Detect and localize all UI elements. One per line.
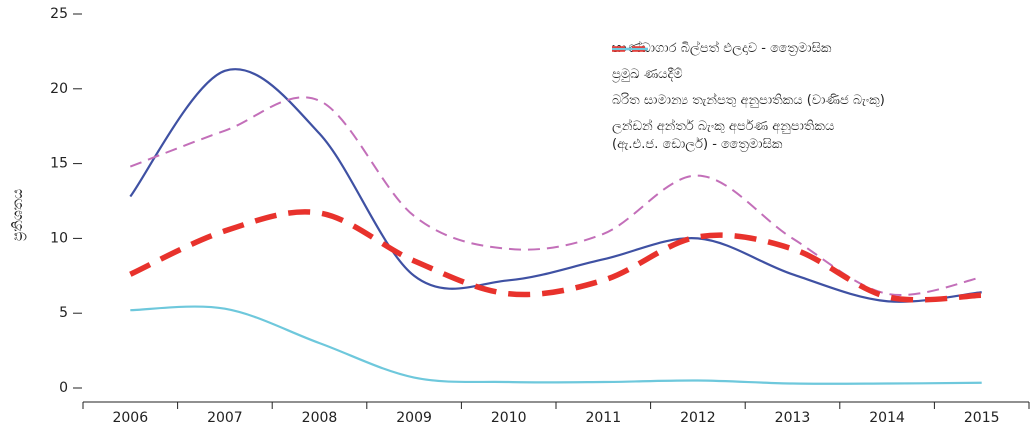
legend-label: භාණ්ඩාගාර බිල්පත් ඵලදාව - ත්‍රෛමාසික — [612, 41, 832, 56]
legend-entry: ප්‍රමුඛ ණයදීම් — [612, 48, 885, 84]
legend-entry: ලන්ඩන් අන්තර් බැංකු අර්පණ අනුපාතිකය (ඇ.එ… — [612, 47, 885, 154]
legend-entry: බරිත සාමාන්‍ය තැන්පතු අනුපාතිකය (වාණිජ බ… — [612, 46, 885, 110]
x-tick-label: 2015 — [964, 410, 1000, 426]
legend-swatch — [612, 47, 648, 51]
y-tick-label: 5 — [59, 305, 68, 321]
legend-label: බරිත සාමාන්‍ය තැන්පතු අනුපාතිකය (වාණිජ බ… — [612, 93, 885, 108]
y-tick-label: 20 — [50, 81, 68, 97]
series-line — [130, 305, 982, 385]
y-tick-label: 25 — [50, 6, 68, 22]
x-tick-label: 2009 — [396, 410, 432, 426]
x-tick-label: 2012 — [680, 410, 716, 426]
x-tick-label: 2011 — [585, 410, 621, 426]
x-tick-label: 2006 — [112, 410, 148, 426]
series-line — [129, 96, 982, 296]
y-tick-label: 0 — [59, 380, 68, 396]
y-tick-label: 10 — [50, 230, 68, 246]
x-tick-label: 2008 — [302, 410, 338, 426]
legend-entry: භාණ්ඩාගාර බිල්පත් ඵලදාව - ත්‍රෛමාසික — [612, 40, 885, 58]
x-tick-label: 2013 — [775, 410, 811, 426]
legend: භාණ්ඩාගාර බිල්පත් ඵලදාව - ත්‍රෛමාසික ප්‍ර… — [612, 40, 885, 162]
series-line — [129, 68, 982, 303]
y-axis-label: ප්‍රතිශතය — [10, 189, 27, 241]
x-tick-label: 2014 — [869, 410, 905, 426]
x-tick-label: 2010 — [491, 410, 527, 426]
y-tick-label: 15 — [50, 156, 68, 172]
legend-label: ප්‍රමුඛ ණයදීම් — [612, 67, 683, 82]
x-tick-label: 2007 — [207, 410, 243, 426]
series-line — [129, 209, 982, 303]
legend-label: ලන්ඩන් අන්තර් බැංකු අර්පණ අනුපාතිකය (ඇ.එ… — [612, 119, 835, 152]
